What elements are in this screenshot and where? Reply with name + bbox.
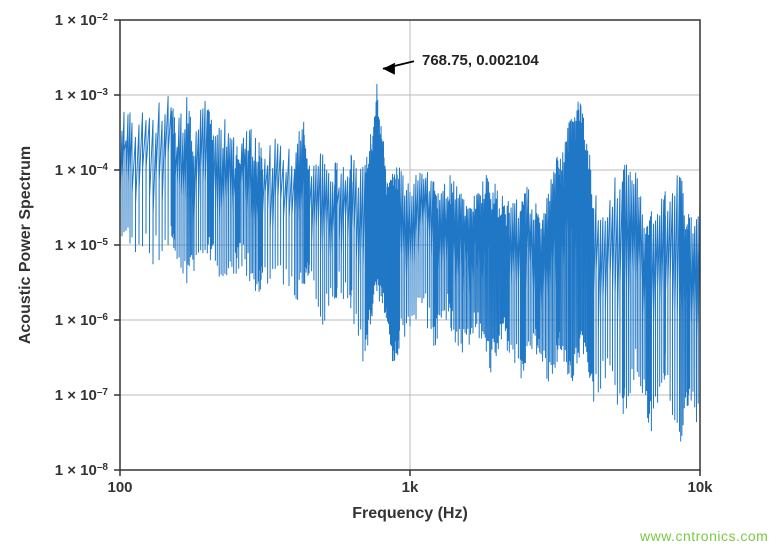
chart-container: 100 1k 10k 1 × 10–2 1 × 10–3 1 × 10–4 1 × 10–5… <box>0 0 783 549</box>
y-tick-label: 1 × 10–3 <box>55 87 109 105</box>
annotation-label: 768.75, 0.002104 <box>422 52 539 69</box>
y-axis: 1 × 10–2 1 × 10–3 1 × 10–4 1 × 10–5 1 × 10–6… <box>55 12 120 480</box>
y-axis-label: Acoustic Power Spectrum <box>17 146 34 344</box>
y-tick-label: 1 × 10–7 <box>55 387 109 405</box>
x-tick-label: 10k <box>687 479 713 496</box>
y-tick-label: 1 × 10–8 <box>55 462 109 480</box>
y-tick-label: 1 × 10–4 <box>55 162 109 180</box>
arrowhead-icon <box>383 63 395 75</box>
x-tick-label: 100 <box>107 479 132 496</box>
y-tick-label: 1 × 10–6 <box>55 312 109 330</box>
x-axis: 100 1k 10k <box>107 470 713 496</box>
watermark-text: www.cntronics.com <box>640 528 768 544</box>
spectrum-chart-svg: 100 1k 10k 1 × 10–2 1 × 10–3 1 × 10–4 1 × 10–5… <box>0 0 783 549</box>
y-tick-label: 1 × 10–5 <box>55 237 109 255</box>
x-tick-label: 1k <box>402 479 419 496</box>
y-tick-label: 1 × 10–2 <box>55 12 109 30</box>
x-axis-label: Frequency (Hz) <box>352 505 468 522</box>
annotation: 768.75, 0.002104 <box>383 52 540 75</box>
